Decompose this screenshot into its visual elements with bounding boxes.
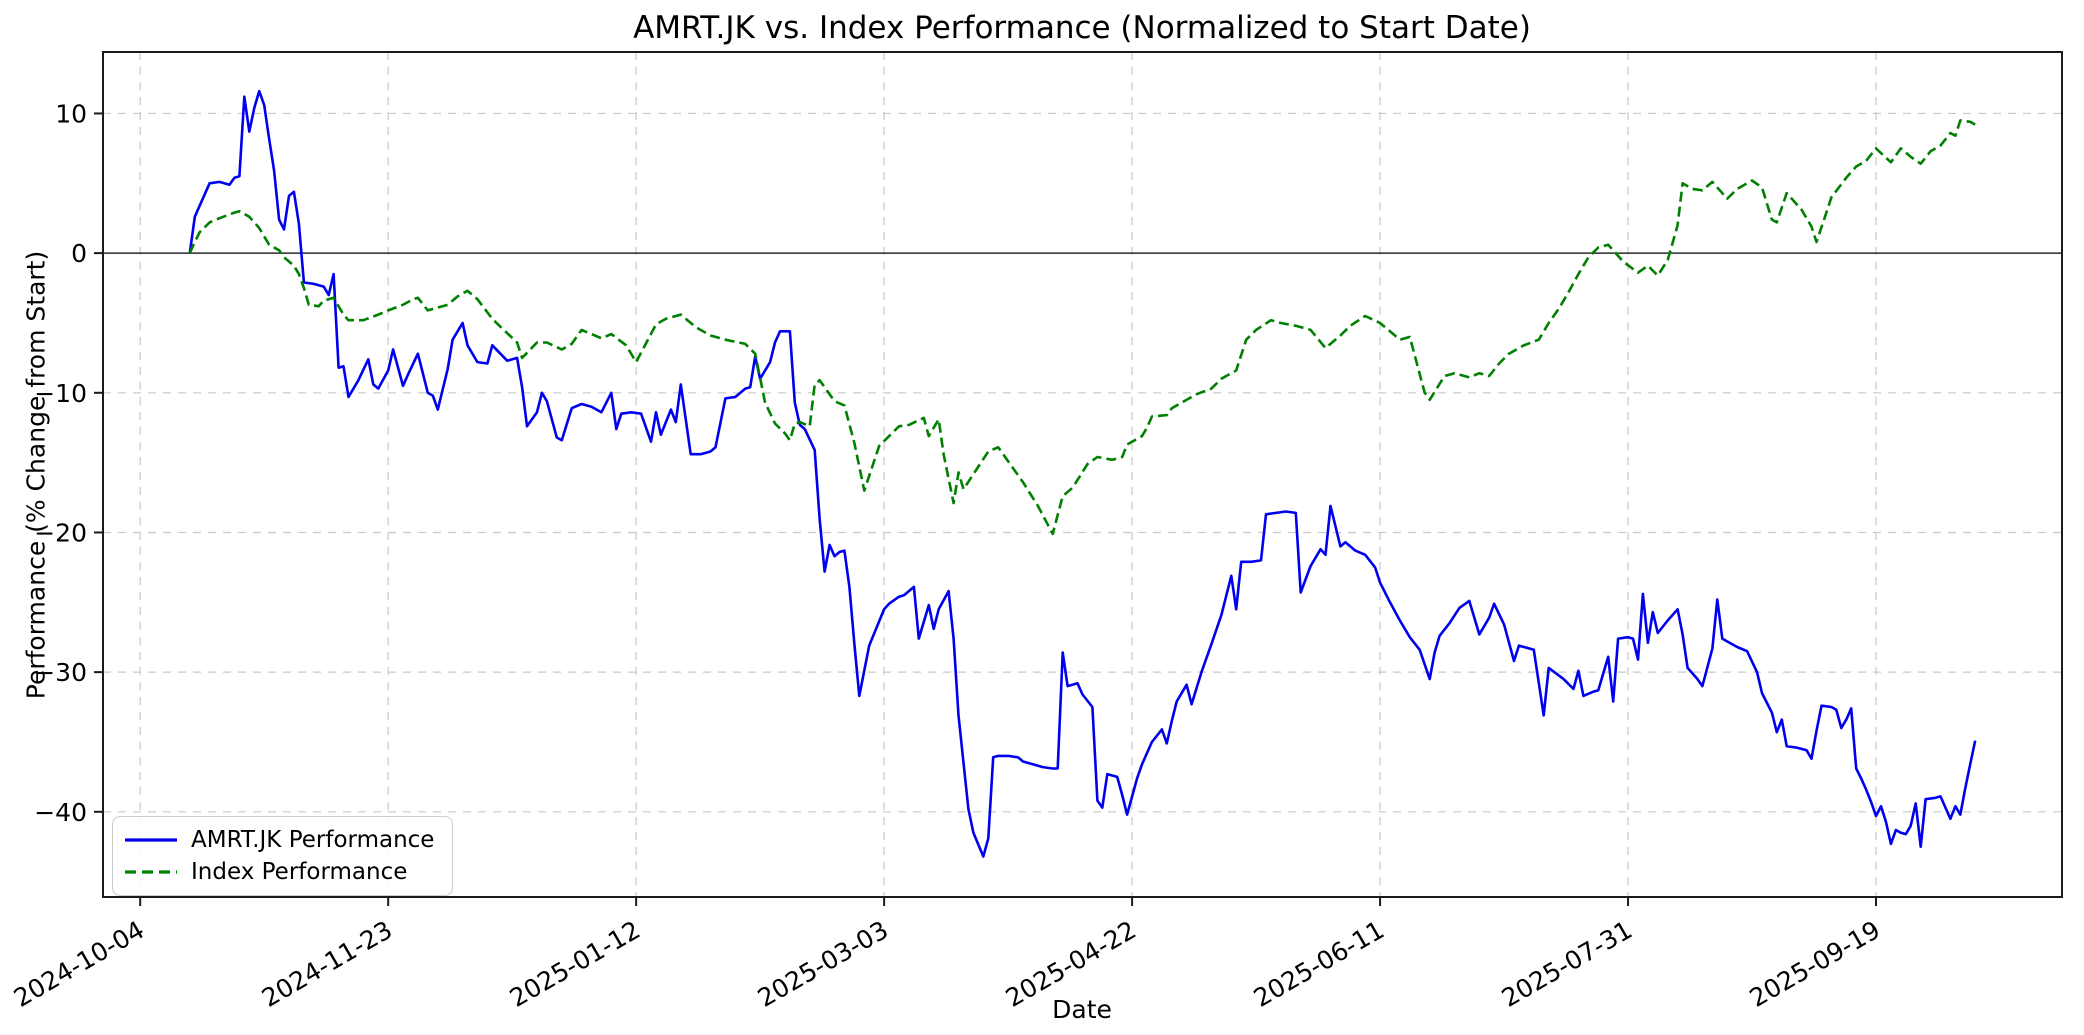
- y-tick-label: −10: [34, 379, 87, 408]
- x-tick-label: 2025-01-12: [505, 915, 645, 1013]
- y-tick-labels: 10 0 −10 −20 −30 −40: [34, 99, 87, 826]
- y-axis-title: Performance (% Change from Start): [21, 250, 51, 700]
- y-tick-label: 0: [71, 239, 87, 268]
- x-tick-label: 2025-09-19: [1745, 915, 1885, 1013]
- dashed-line-swatch: [125, 870, 177, 874]
- y-tick-label: −30: [34, 658, 87, 687]
- plot-border: [102, 51, 2063, 898]
- x-tick-label: 2024-10-04: [9, 915, 149, 1013]
- y-tick-label: 10: [55, 99, 87, 128]
- x-tick-label: 2025-03-03: [753, 915, 893, 1013]
- legend-label: AMRT.JK Performance: [191, 827, 435, 853]
- y-tick-label: −20: [34, 518, 87, 547]
- x-tick-labels: 2024-10-04 2024-11-23 2025-01-12 2025-03-03…: [9, 915, 1885, 1013]
- x-tick-label: 2025-07-31: [1497, 915, 1637, 1013]
- legend: AMRT.JK Performance Index Performance: [112, 816, 454, 896]
- x-axis-title: Date: [1052, 995, 1112, 1024]
- x-tick-label: 2024-11-23: [257, 915, 397, 1013]
- series-lines: [188, 89, 1977, 858]
- chart-title: AMRT.JK vs. Index Performance (Normalize…: [633, 10, 1531, 46]
- solid-line-swatch: [125, 838, 177, 842]
- tick-marks: [94, 112, 1878, 906]
- legend-row: Index Performance: [125, 859, 434, 885]
- legend-row: AMRT.JK Performance: [125, 827, 434, 853]
- series-line-amrt: [188, 89, 1977, 858]
- gridlines: [103, 52, 2062, 897]
- y-tick-label: −40: [34, 798, 87, 827]
- x-tick-label: 2025-06-11: [1249, 915, 1389, 1013]
- legend-label: Index Performance: [191, 859, 408, 885]
- axes-spines: [102, 51, 2063, 898]
- series-line-index: [188, 119, 1976, 536]
